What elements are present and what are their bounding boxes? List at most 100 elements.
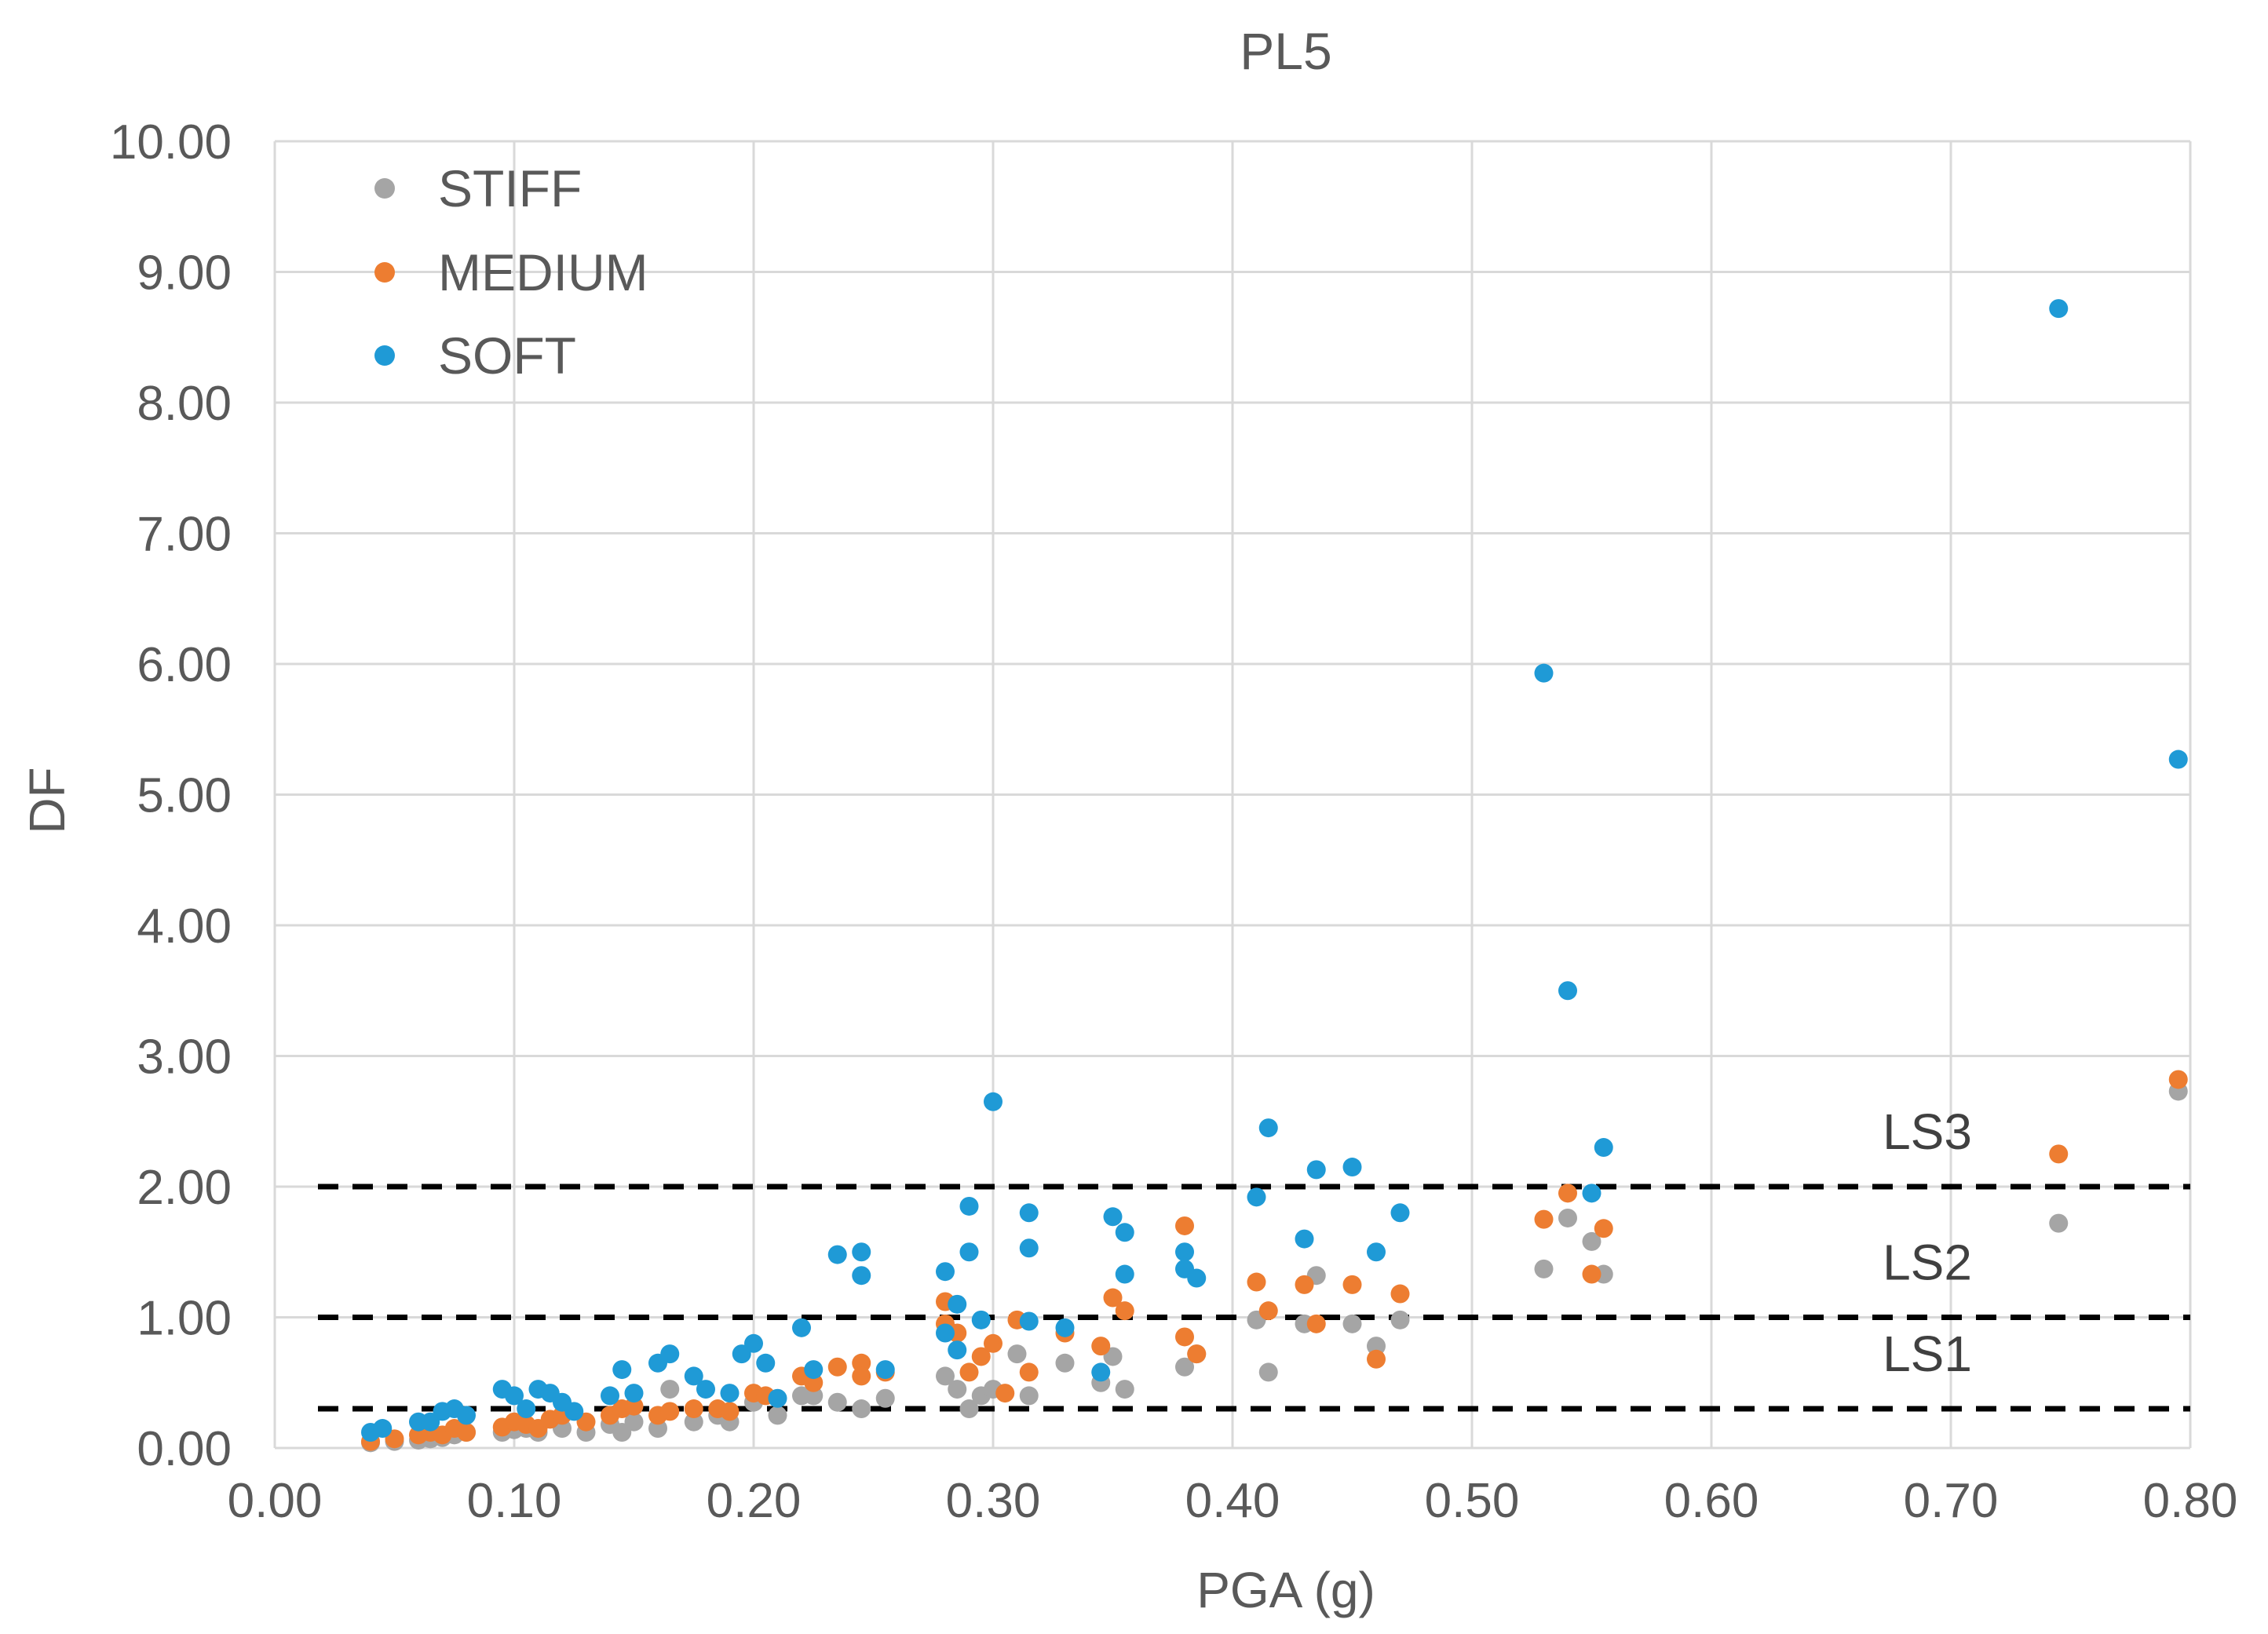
data-point-stiff xyxy=(2049,1213,2069,1233)
data-point-soft xyxy=(768,1388,787,1408)
y-tick-label: 9.00 xyxy=(137,246,232,301)
data-point-soft xyxy=(971,1310,991,1329)
data-point-soft xyxy=(1534,663,1554,683)
x-tick-label: 0.40 xyxy=(1185,1474,1280,1528)
x-tick-label: 0.60 xyxy=(1664,1474,1759,1528)
data-point-medium xyxy=(1594,1219,1613,1238)
data-point-medium xyxy=(1247,1272,1266,1292)
y-tick-label: 8.00 xyxy=(137,377,232,431)
data-point-medium xyxy=(1175,1216,1194,1235)
data-point-stiff xyxy=(768,1406,787,1425)
threshold-label-ls3: LS3 xyxy=(1883,1103,1972,1160)
data-point-soft xyxy=(959,1242,979,1262)
data-point-medium xyxy=(852,1366,871,1386)
data-point-soft xyxy=(684,1366,703,1386)
data-point-soft xyxy=(660,1344,680,1364)
data-point-medium xyxy=(1390,1284,1410,1304)
data-point-soft xyxy=(936,1262,955,1282)
chart-title: PL5 xyxy=(1240,22,1331,80)
data-point-soft xyxy=(827,1245,847,1264)
data-point-soft xyxy=(1306,1160,1326,1180)
series-soft xyxy=(361,299,2188,1443)
data-point-soft xyxy=(2049,299,2069,319)
legend-label-soft: SOFT xyxy=(438,326,576,385)
data-point-soft xyxy=(696,1380,715,1399)
data-point-medium xyxy=(684,1399,703,1419)
data-point-stiff xyxy=(1055,1353,1075,1373)
y-tick-label: 4.00 xyxy=(137,899,232,954)
data-point-stiff xyxy=(959,1399,979,1419)
data-point-stiff xyxy=(1367,1337,1386,1356)
data-point-soft xyxy=(624,1384,644,1403)
data-point-stiff xyxy=(1390,1310,1410,1329)
data-point-soft xyxy=(373,1419,393,1439)
data-point-soft xyxy=(1019,1238,1039,1258)
data-point-stiff xyxy=(1258,1362,1278,1382)
data-point-soft xyxy=(2168,750,2188,769)
data-point-soft xyxy=(1558,981,1577,1001)
data-point-soft xyxy=(1247,1187,1266,1207)
x-tick-label: 0.00 xyxy=(228,1474,323,1528)
data-point-soft xyxy=(792,1318,811,1337)
data-point-stiff xyxy=(1007,1344,1027,1364)
data-point-soft xyxy=(1175,1242,1194,1262)
data-point-soft xyxy=(875,1360,895,1380)
data-point-stiff xyxy=(804,1386,824,1406)
x-tick-label: 0.70 xyxy=(1904,1474,1999,1528)
data-point-soft xyxy=(517,1399,536,1419)
data-point-soft xyxy=(1390,1203,1410,1223)
x-tick-label: 0.80 xyxy=(2143,1474,2238,1528)
data-point-stiff xyxy=(1175,1357,1194,1377)
data-point-medium xyxy=(1115,1301,1134,1321)
tick-labels: 0.00 0.10 0.20 0.30 0.40 0.50 0.60 0.70 0.80 0.00… xyxy=(110,115,2237,1528)
data-point-medium xyxy=(1342,1275,1362,1294)
data-point-soft xyxy=(612,1360,632,1380)
data-point-medium xyxy=(1582,1264,1601,1284)
data-point-stiff xyxy=(1582,1231,1601,1251)
data-point-stiff xyxy=(948,1380,967,1399)
data-point-medium xyxy=(1258,1301,1278,1321)
legend-label-medium: MEDIUM xyxy=(438,243,648,301)
data-point-medium xyxy=(971,1347,991,1366)
data-point-stiff xyxy=(827,1392,847,1412)
y-tick-label: 0.00 xyxy=(137,1422,232,1476)
data-point-medium xyxy=(624,1396,644,1416)
data-point-medium xyxy=(1367,1349,1386,1369)
data-point-soft xyxy=(756,1353,776,1373)
data-point-medium xyxy=(804,1373,824,1392)
data-point-soft xyxy=(1258,1118,1278,1138)
data-point-soft xyxy=(936,1323,955,1343)
data-point-soft xyxy=(804,1360,824,1380)
x-axis-title: PGA (g) xyxy=(1196,1562,1375,1618)
data-point-soft xyxy=(1582,1184,1601,1203)
legend-marker-stiff xyxy=(374,178,395,199)
y-tick-label: 5.00 xyxy=(137,769,232,823)
legend: STIFF MEDIUM SOFT xyxy=(374,159,648,385)
data-point-soft xyxy=(601,1386,619,1406)
y-axis-title: DF xyxy=(19,767,75,833)
data-point-medium xyxy=(2049,1144,2069,1164)
data-point-soft xyxy=(1367,1242,1386,1262)
data-point-soft xyxy=(505,1386,524,1406)
data-point-soft xyxy=(1019,1203,1039,1223)
data-point-soft xyxy=(564,1402,584,1421)
data-point-soft xyxy=(1115,1223,1134,1242)
data-point-soft xyxy=(1295,1229,1314,1249)
y-tick-label: 10.00 xyxy=(110,115,232,170)
data-point-medium xyxy=(1534,1209,1554,1229)
data-point-soft xyxy=(720,1384,740,1403)
data-point-soft xyxy=(1103,1207,1123,1227)
threshold-label-ls1: LS1 xyxy=(1883,1326,1972,1382)
data-point-stiff xyxy=(648,1419,667,1439)
data-point-soft xyxy=(457,1406,476,1425)
data-point-soft xyxy=(948,1340,967,1360)
data-point-soft xyxy=(959,1196,979,1216)
legend-marker-soft xyxy=(374,345,395,366)
data-point-medium xyxy=(995,1384,1015,1403)
data-point-medium xyxy=(660,1402,680,1421)
data-point-medium xyxy=(2168,1070,2188,1089)
data-point-stiff xyxy=(1019,1386,1039,1406)
threshold-label-ls2: LS2 xyxy=(1883,1235,1972,1291)
data-point-soft xyxy=(744,1333,763,1353)
